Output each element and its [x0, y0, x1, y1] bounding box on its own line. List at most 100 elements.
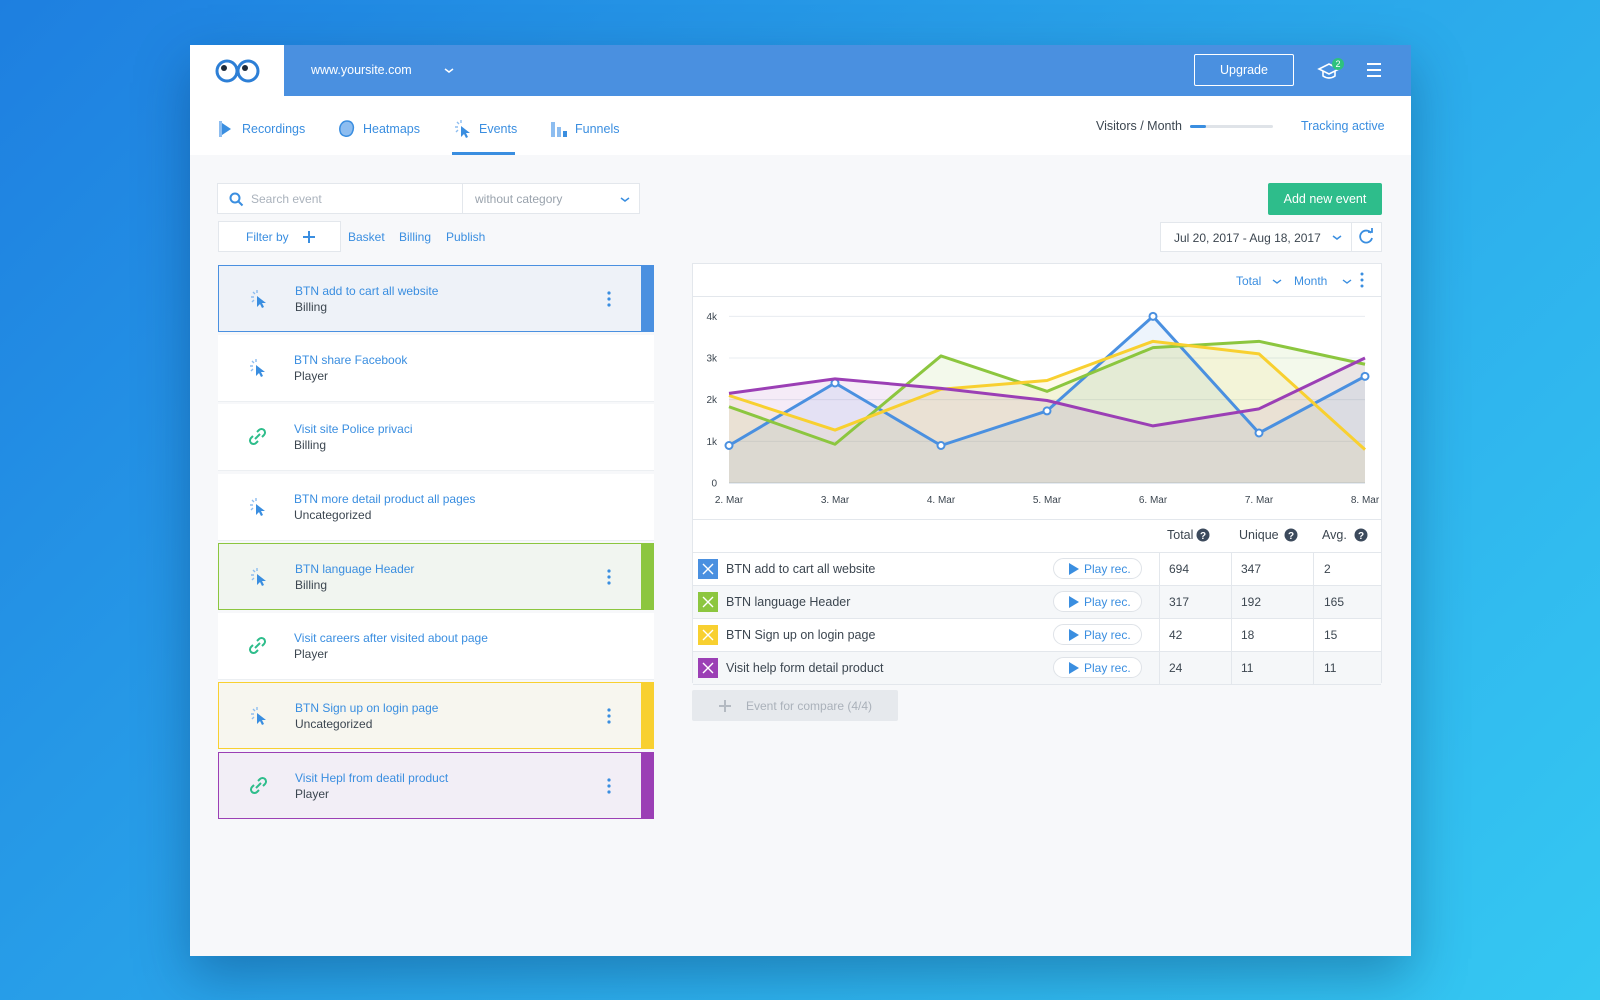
kebab-menu[interactable] — [606, 777, 612, 794]
filter-tag[interactable]: Basket — [348, 230, 385, 244]
divider — [693, 296, 1381, 297]
upgrade-button[interactable]: Upgrade — [1194, 54, 1294, 86]
event-title: BTN language Header — [295, 562, 415, 576]
site-dropdown-arrow[interactable] — [443, 66, 455, 76]
event-icon — [248, 427, 267, 446]
event-item[interactable]: BTN more detail product all pages Uncateg… — [218, 473, 654, 541]
column-divider — [1159, 586, 1160, 618]
play-button[interactable]: Play rec. — [1053, 558, 1142, 579]
top-bar: www.yoursite.com Upgrade 2 — [190, 45, 1411, 96]
play-label: Play rec. — [1084, 562, 1131, 576]
nav-tab[interactable]: Heatmaps — [363, 122, 420, 136]
play-button[interactable]: Play rec. — [1053, 624, 1142, 645]
table-cell: 24 — [1169, 661, 1183, 675]
table-cell: 18 — [1241, 628, 1255, 642]
nav-tab[interactable]: Recordings — [242, 122, 306, 136]
column-divider — [1313, 586, 1314, 618]
chart-control[interactable]: Total — [1236, 274, 1262, 288]
play-button[interactable]: Play rec. — [1053, 657, 1142, 678]
event-title: BTN Sign up on login page — [295, 701, 439, 715]
event-item[interactable]: BTN add to cart all website Billing — [218, 265, 654, 332]
event-item[interactable]: BTN share Facebook Player — [218, 334, 654, 402]
svg-text:?: ? — [1288, 531, 1294, 542]
column-divider — [1159, 619, 1160, 651]
play-label: Play rec. — [1084, 595, 1131, 609]
menu-icon[interactable] — [1365, 61, 1383, 79]
event-category: Player — [294, 646, 329, 661]
series-checkbox[interactable] — [698, 625, 718, 645]
chart-panel: 0 1k 2k 3k 4k 2. Mar 3. Mar 4. Mar 5. Mar 6. Mar 7… — [692, 263, 1382, 685]
event-name: Visit help form detail product — [726, 661, 884, 675]
help-icon[interactable]: ? — [1354, 528, 1368, 542]
table-cell: 347 — [1241, 562, 1262, 576]
app-window: www.yoursite.com Upgrade 2 Visitors / Mo… — [190, 45, 1411, 956]
visitors-slider[interactable] — [1190, 125, 1273, 128]
kebab-menu[interactable] — [606, 708, 612, 724]
search-box[interactable]: Search event — [217, 183, 463, 214]
search-icon — [229, 192, 244, 207]
event-icon — [251, 290, 266, 308]
x-tick-label: 5. Mar — [1033, 495, 1062, 506]
site-selector[interactable]: www.yoursite.com — [311, 63, 412, 77]
x-tick-label: 4. Mar — [927, 495, 956, 506]
date-range[interactable]: Jul 20, 2017 - Aug 18, 2017 — [1160, 222, 1352, 252]
table-row: BTN Sign up on login page Play rec. 42 18 15 — [693, 619, 1381, 652]
series-checkbox[interactable] — [698, 559, 718, 579]
x-tick-label: 7. Mar — [1245, 495, 1274, 506]
play-label: Play rec. — [1084, 661, 1131, 675]
kebab-menu[interactable] — [606, 569, 612, 585]
series-checkbox[interactable] — [698, 592, 718, 612]
column-divider — [1231, 619, 1232, 651]
event-item[interactable]: Visit careers after visited about page Pl… — [218, 612, 654, 680]
tracking-status[interactable]: Tracking active — [1301, 119, 1385, 133]
event-item[interactable]: BTN Sign up on login page Uncategorized — [218, 682, 654, 749]
plus-icon — [719, 700, 731, 712]
kebab-menu[interactable] — [606, 291, 612, 307]
data-point — [1042, 406, 1052, 416]
table-cell: 192 — [1241, 595, 1262, 609]
event-item[interactable]: BTN language Header Billing — [218, 543, 654, 610]
refresh-button[interactable] — [1351, 222, 1382, 252]
category-select[interactable]: without category — [462, 183, 640, 214]
filter-tag[interactable]: Billing — [399, 230, 432, 244]
table-row: Visit help form detail product Play rec. 2… — [693, 652, 1381, 685]
color-bar — [641, 682, 654, 749]
notifications-icon[interactable] — [1316, 57, 1346, 83]
filter-tag[interactable]: Publish — [446, 230, 486, 244]
compare-button[interactable]: Event for compare (4/4) — [692, 690, 898, 721]
data-point — [1148, 311, 1158, 321]
dropdown-arrow — [620, 197, 630, 202]
chart-control[interactable]: Month — [1294, 274, 1328, 288]
column-divider — [1231, 553, 1232, 585]
event-icon — [249, 776, 268, 794]
x-tick-label: 3. Mar — [821, 495, 850, 506]
filter-button[interactable]: Filter by — [218, 221, 341, 252]
table-cell: 42 — [1169, 628, 1183, 642]
tab-icon — [219, 121, 231, 137]
play-label: Play rec. — [1084, 628, 1131, 642]
event-item[interactable]: Visit site Police privaci Billing — [218, 404, 654, 471]
nav-tab[interactable]: Events — [479, 122, 518, 136]
event-category: Billing — [294, 438, 327, 452]
event-item[interactable]: Visit Hepl from deatil product Player — [218, 751, 654, 819]
help-icon[interactable]: ? — [1284, 528, 1298, 542]
add-event-button[interactable]: Add new event — [1268, 183, 1382, 215]
play-button[interactable]: Play rec. — [1053, 591, 1142, 612]
dropdown-arrow — [1272, 279, 1282, 284]
category-value: without category — [475, 192, 563, 206]
y-tick-label: 1k — [706, 437, 718, 448]
chart-menu[interactable] — [1359, 272, 1365, 288]
table-cell: 317 — [1169, 595, 1190, 609]
event-category: Player — [294, 368, 329, 383]
series-line — [728, 339, 1366, 446]
nav-tab[interactable]: Funnels — [575, 122, 620, 136]
table-row: BTN add to cart all website Play rec. 694 3… — [693, 553, 1381, 586]
logo[interactable] — [190, 45, 284, 96]
svg-text:?: ? — [1358, 531, 1364, 542]
tab-icon — [551, 122, 567, 137]
column-divider — [1313, 652, 1314, 684]
table-cell: 11 — [1241, 661, 1254, 675]
help-icon[interactable]: ? — [1196, 528, 1210, 542]
series-checkbox[interactable] — [698, 658, 718, 678]
